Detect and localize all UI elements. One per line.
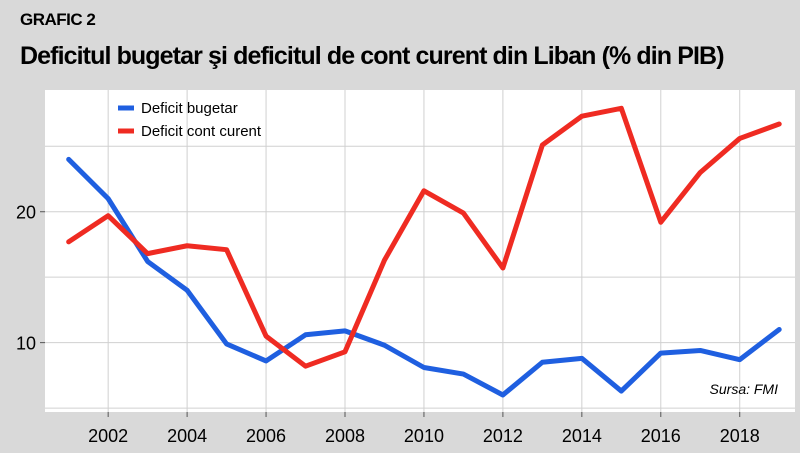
x-tick-label: 2012 (483, 426, 523, 446)
x-tick-label: 2010 (404, 426, 444, 446)
chart-label: GRAFIC 2 (20, 10, 96, 29)
series-lines (66, 105, 782, 398)
y-tick-label: 10 (16, 334, 36, 354)
x-axis-ticks: 2002 2004 2006 2008 2010 2012 2014 2016 2018 (88, 412, 760, 446)
source-note: Sursa: FMI (710, 381, 779, 397)
chart-title: Deficitul bugetar şi deficitul de cont c… (20, 42, 725, 70)
y-axis-ticks: 10 20 (16, 203, 45, 354)
legend-label: Deficit cont curent (141, 123, 262, 140)
x-tick-label: 2014 (562, 426, 602, 446)
x-tick-label: 2016 (641, 426, 681, 446)
x-tick-label: 2018 (720, 426, 760, 446)
x-tick-label: 2004 (167, 426, 207, 446)
y-tick-label: 20 (16, 203, 36, 223)
legend: Deficit bugetar Deficit cont curent (118, 100, 262, 140)
x-tick-label: 2006 (246, 426, 286, 446)
x-tick-label: 2008 (325, 426, 365, 446)
legend-label: Deficit bugetar (141, 100, 238, 117)
x-tick-label: 2002 (88, 426, 128, 446)
